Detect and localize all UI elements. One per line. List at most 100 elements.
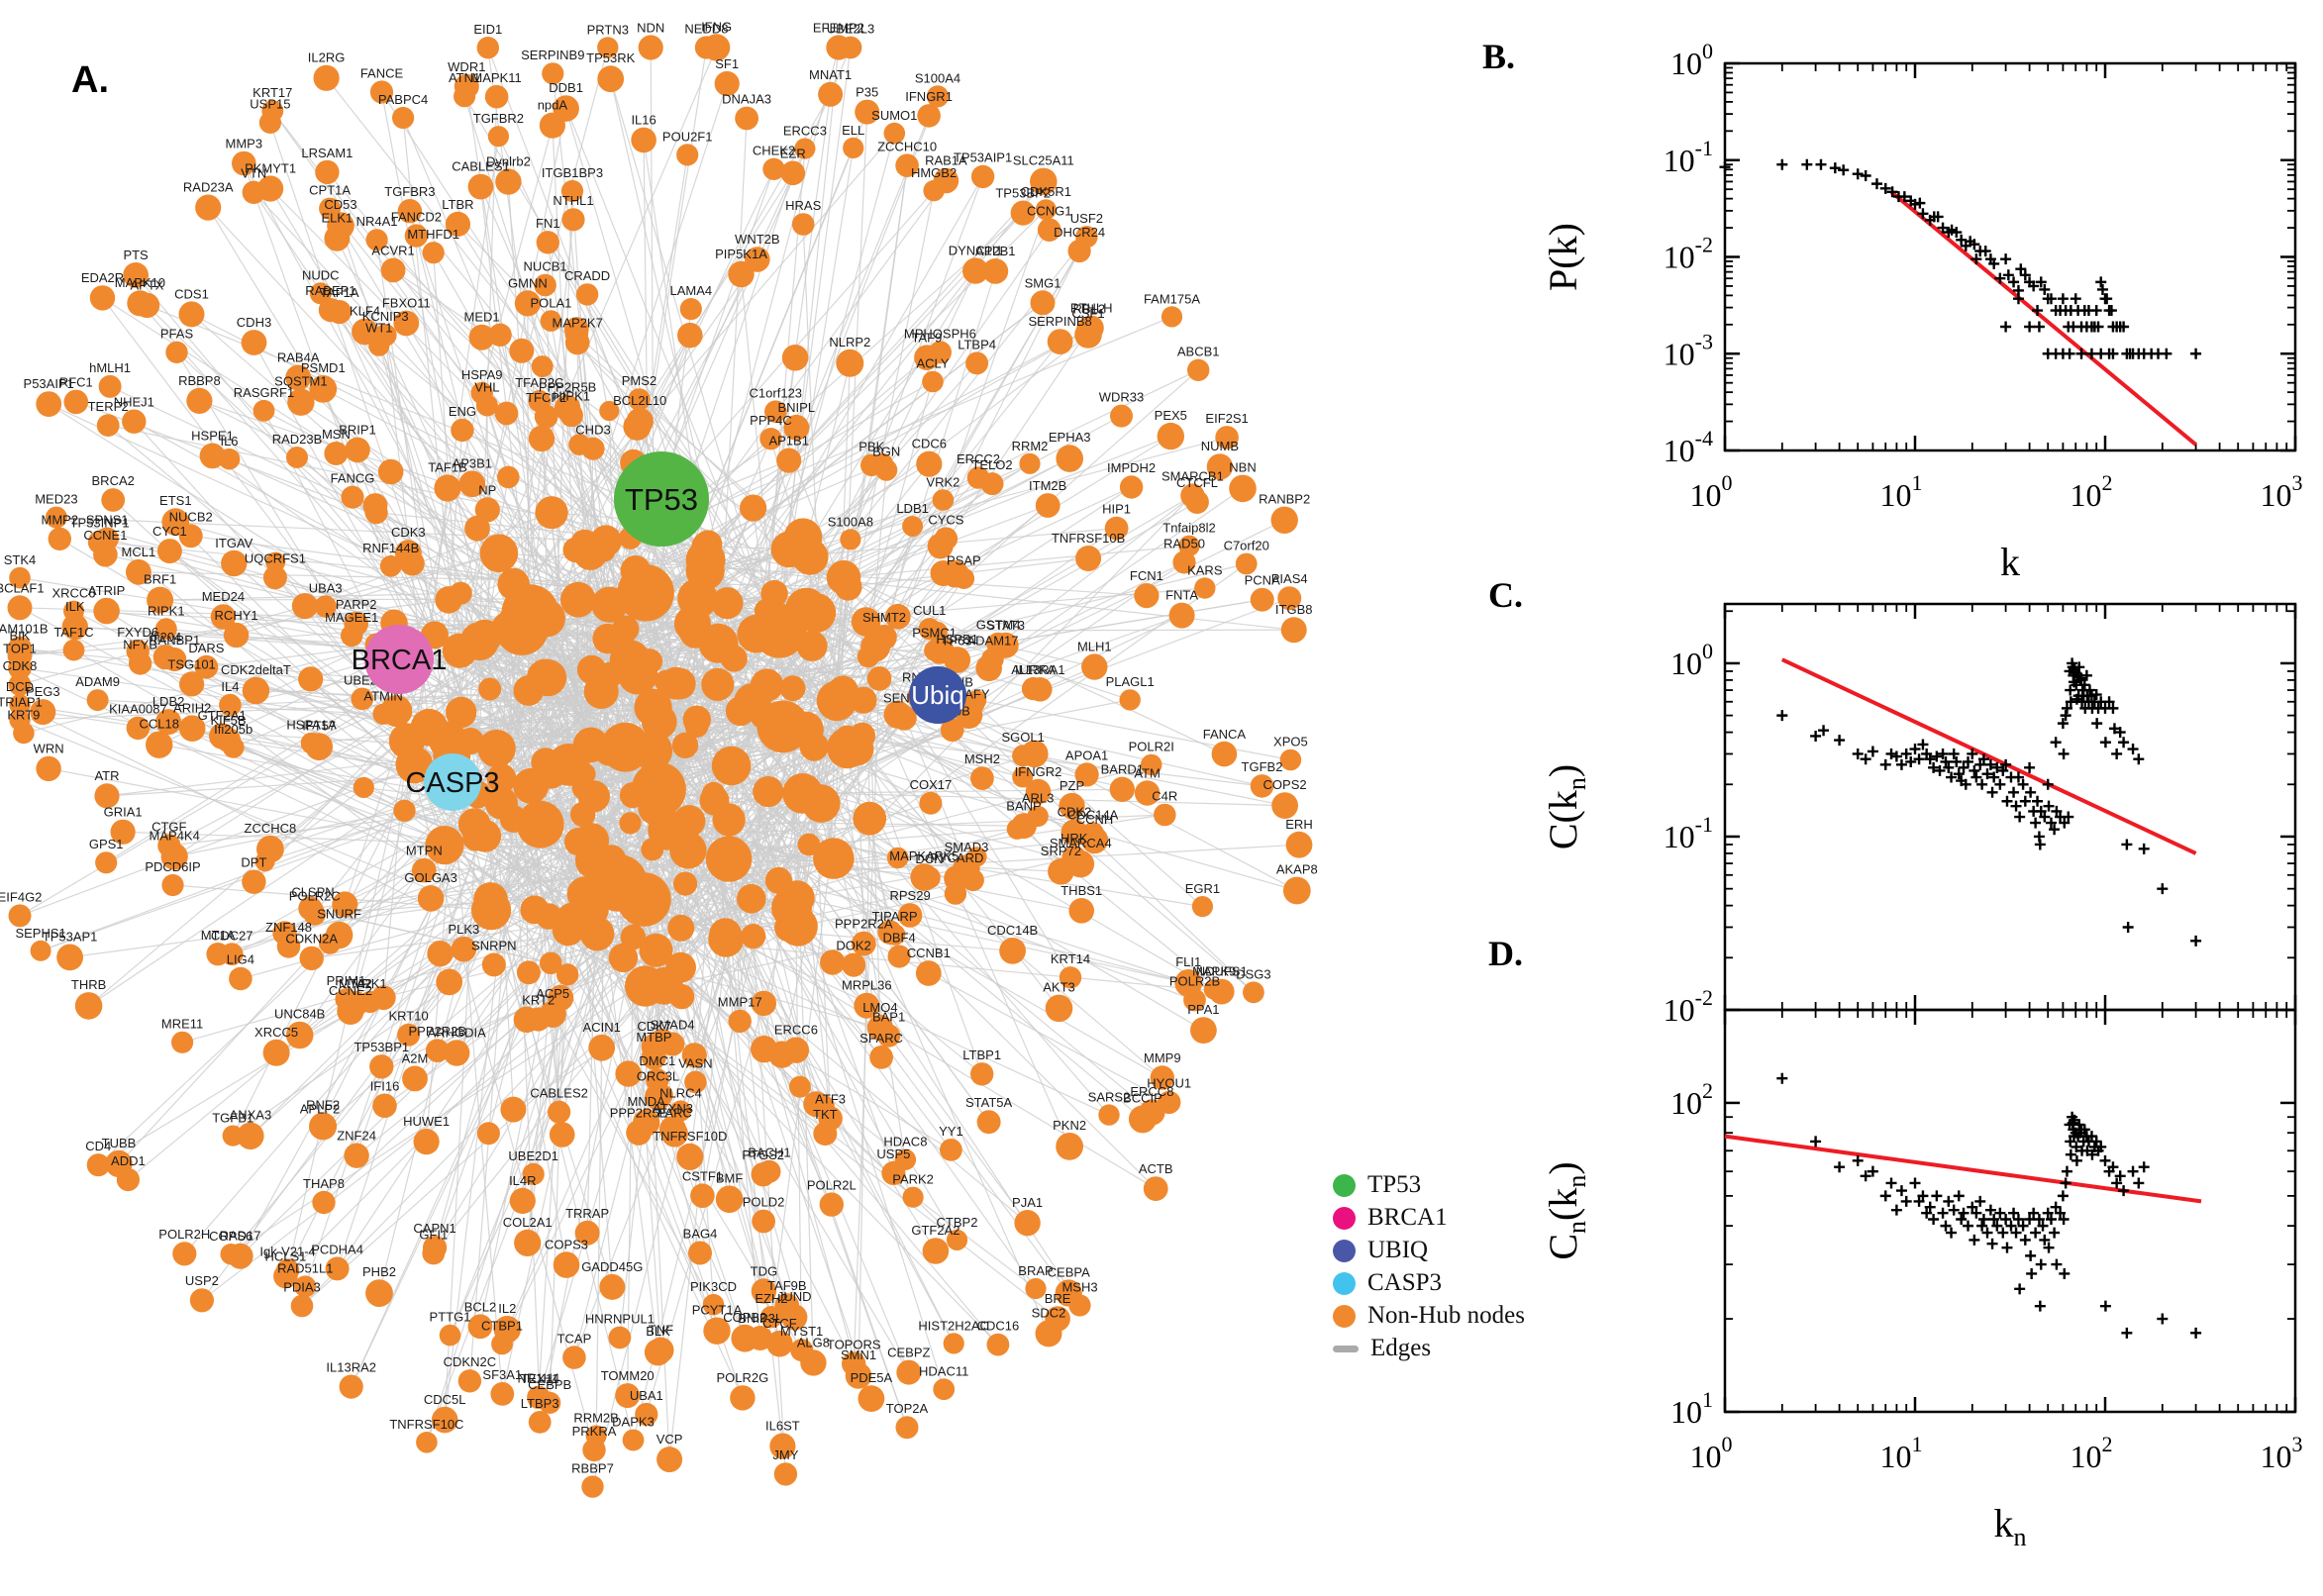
gene-label: SNRPN bbox=[471, 938, 517, 952]
network-node bbox=[1134, 780, 1161, 806]
y-tick-label: 100 bbox=[1670, 639, 1713, 681]
gene-label: HSPA9 bbox=[461, 367, 503, 382]
gene-label: POLR2H bbox=[158, 1227, 210, 1242]
network-node bbox=[1191, 896, 1213, 918]
gene-label: TAF1C bbox=[53, 625, 93, 640]
data-point bbox=[2026, 1267, 2038, 1279]
gene-label: RRM2 bbox=[1012, 439, 1049, 453]
network-node bbox=[56, 944, 83, 971]
data-point bbox=[1879, 758, 1891, 770]
plot-frame bbox=[1723, 602, 2297, 1012]
data-point bbox=[2032, 795, 2044, 807]
data-point bbox=[2095, 276, 2107, 288]
network-node bbox=[1243, 981, 1264, 1004]
network-node bbox=[902, 516, 924, 537]
gene-label: TEX11 bbox=[520, 1371, 558, 1386]
gene-label: CABLES2 bbox=[530, 1086, 588, 1101]
network-node bbox=[313, 64, 340, 91]
data-point bbox=[1967, 1201, 1978, 1213]
data-point bbox=[1818, 725, 1830, 737]
network-node bbox=[641, 1045, 666, 1070]
hub-brca1: BRCA1 bbox=[352, 625, 447, 694]
network-node bbox=[1010, 200, 1036, 226]
data-point bbox=[2000, 253, 2012, 265]
axis-ticks bbox=[1723, 61, 2297, 452]
network-node bbox=[548, 1100, 571, 1124]
network-node bbox=[1025, 1277, 1047, 1300]
network-node bbox=[895, 153, 919, 177]
gene-label: PPP2R2A bbox=[835, 917, 893, 932]
network-node bbox=[1045, 994, 1073, 1023]
gene-label: PBK bbox=[858, 440, 884, 454]
gene-label: RCHY1 bbox=[215, 608, 258, 623]
gene-label: C4R bbox=[1152, 789, 1177, 804]
network-node bbox=[549, 1122, 575, 1147]
gene-label: IFNGR1 bbox=[905, 89, 953, 104]
network-node bbox=[157, 834, 181, 857]
gene-label: PCDHA4 bbox=[311, 1242, 363, 1256]
data-point bbox=[1838, 164, 1850, 176]
gene-label: COL2A1 bbox=[503, 1215, 553, 1230]
network-node bbox=[1187, 358, 1210, 381]
gene-label: Ifi205b bbox=[214, 722, 252, 737]
network-node bbox=[223, 622, 250, 648]
data-point bbox=[2035, 276, 2047, 288]
network-node bbox=[762, 157, 785, 180]
gene-label: CPT1A bbox=[309, 183, 351, 198]
gene-label: ADD1 bbox=[111, 1153, 146, 1168]
gene-label: KIAA0087 bbox=[109, 702, 167, 717]
gene-label: RBL2 bbox=[1073, 302, 1106, 317]
network-node bbox=[714, 70, 740, 97]
network-node bbox=[556, 963, 579, 986]
gene-label: CDK5R1 bbox=[1021, 184, 1071, 199]
gene-label: RANBP2 bbox=[1259, 492, 1310, 507]
network-node bbox=[684, 1070, 707, 1094]
gene-label: FNTA bbox=[1165, 588, 1198, 603]
gene-label: ATRIP bbox=[88, 583, 125, 598]
gene-label: ACLY bbox=[917, 356, 950, 371]
network-node bbox=[669, 832, 707, 869]
gene-label: SPNS1 bbox=[86, 513, 129, 528]
gene-label: PDCD6IP bbox=[145, 859, 200, 874]
gene-label: CCNB1 bbox=[907, 946, 951, 960]
network-node bbox=[36, 755, 61, 782]
data-point bbox=[2012, 293, 2024, 305]
legend-dot-ubiq bbox=[1333, 1239, 1356, 1262]
gene-label: FN1 bbox=[536, 216, 560, 231]
data-point bbox=[2019, 1234, 2031, 1246]
gene-label: CEBPB bbox=[528, 1377, 571, 1392]
data-point bbox=[1895, 758, 1907, 770]
gene-label: IFI16 bbox=[370, 1079, 400, 1094]
y-tick-label: 10-3 bbox=[1664, 329, 1713, 371]
gene-label: IL2RG bbox=[308, 50, 346, 65]
data-point bbox=[2033, 1214, 2045, 1226]
network-node bbox=[509, 1187, 536, 1214]
gene-label: MTHFD1 bbox=[407, 227, 459, 242]
network-node bbox=[358, 990, 381, 1014]
gene-label: MAPK9 bbox=[1192, 964, 1236, 979]
x-tick-label: 103 bbox=[2261, 1432, 2303, 1474]
gene-label: BMF bbox=[716, 1171, 744, 1186]
gene-label: ZCCHC8 bbox=[245, 821, 297, 836]
gene-label: HSPA1A bbox=[286, 718, 337, 733]
network-graph: PRIM1 NHEJ1 CSTF1 KLF4 TFAP2C HIST2H2AC GTF2A1… bbox=[0, 19, 1318, 1498]
gene-label: PTGS2 bbox=[742, 1147, 784, 1162]
gene-label: LRSAM1 bbox=[301, 146, 353, 160]
network-node bbox=[648, 1337, 674, 1363]
network-node bbox=[1011, 813, 1037, 840]
network-node bbox=[655, 669, 678, 694]
network-node bbox=[393, 799, 416, 822]
gene-label: PPA1 bbox=[1187, 1002, 1219, 1017]
data-point bbox=[1997, 1227, 2009, 1239]
gene-label: UBA1 bbox=[630, 1388, 663, 1403]
network-node bbox=[36, 391, 62, 417]
network-node bbox=[891, 705, 917, 731]
network-node bbox=[1161, 306, 1183, 328]
network-node bbox=[369, 80, 394, 104]
data-point bbox=[1940, 755, 1952, 767]
data-point bbox=[1997, 764, 2009, 776]
gene-label: RRM2B bbox=[573, 1410, 619, 1425]
network-node bbox=[341, 624, 363, 648]
gene-label: IL4 bbox=[221, 679, 239, 694]
